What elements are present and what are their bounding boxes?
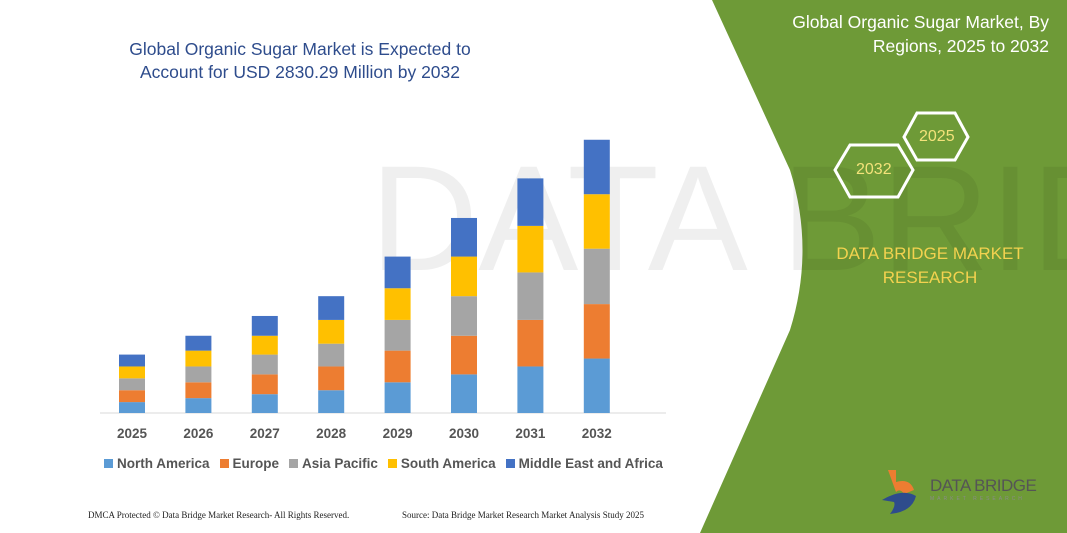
bar-segment [119,354,145,367]
logo-text: DATA BRIDGE [930,476,1037,495]
bar-segment [119,378,145,391]
bar-segment [318,390,345,413]
bar-segment [517,225,544,273]
bar-segment [185,350,212,367]
x-tick-label: 2027 [249,426,280,441]
hex-2025 [902,111,970,162]
legend: North America Europe Asia Pacific South Ame… [104,456,663,471]
watermark: DATA BRIDGE [370,134,1067,302]
bar-segment [318,366,345,391]
bar-segment [384,350,411,383]
x-tick-label: 2029 [382,426,413,441]
legend-label: Europe [232,456,280,471]
brand-text: DATA BRIDGE MARKET RESEARCH [836,244,1024,287]
x-tick-label: 2028 [316,426,347,441]
bar-segment [517,366,544,413]
bar-segment [384,382,411,413]
bar-segment [583,194,610,249]
copyright: DMCA Protected © Data Bridge Market Rese… [88,510,350,520]
legend-item: South America [387,456,496,471]
bar-segment [251,394,278,413]
logo-icon [882,470,916,514]
bar-segment [517,319,544,367]
legend-label: Middle East and Africa [518,456,663,471]
bar-segment [517,272,544,320]
logo-subtext: MARKET RESEARCH [930,496,1025,502]
bar-segment [451,296,477,336]
bar-segment [251,374,278,395]
bar-segment [583,358,610,413]
legend-swatch [387,459,397,468]
legend-label: South America [400,456,496,471]
legend-item: Middle East and Africa [505,456,663,471]
panel-title: Global Organic Sugar Market, By Regions,… [792,12,1049,56]
bar-segment [451,256,477,297]
bar-segment [583,248,610,305]
hex-label-2025: 2025 [919,128,955,145]
legend-item: Europe [219,456,280,471]
bar-segment [451,217,477,257]
bar-segment [583,304,610,359]
bar-segment [451,335,477,375]
x-tick-label: 2025 [116,426,148,441]
bar-segment [384,319,411,351]
bar-segment [517,178,544,226]
legend-label: Asia Pacific [302,456,378,471]
bar-segment [251,354,278,375]
x-tick-label: 2030 [448,426,480,441]
bar-segment [119,366,145,379]
legend-item: Asia Pacific [289,456,378,471]
bar-segment [185,335,212,351]
bar-segment [185,382,212,399]
x-tick-label: 2032 [581,426,612,441]
bar-segment [318,319,345,344]
svg-text:DATA BRIDGE: DATA BRIDGE [370,134,1067,302]
source-note: Source: Data Bridge Market Research Mark… [402,510,644,520]
bar-segment [451,374,477,413]
bar-segment [251,335,278,355]
bar-segment [119,390,145,403]
x-tick-label: 2026 [183,426,214,441]
legend-swatch [289,459,299,468]
bar-segment [384,256,411,289]
legend-swatch [219,459,229,468]
green-panel [700,0,1067,533]
chart-title: Global Organic Sugar Market is Expected … [129,39,471,82]
legend-swatch [104,459,113,468]
bar-segment [185,366,212,383]
legend-label: North America [117,456,210,471]
hex-2032 [833,143,915,199]
bar-segment [119,402,145,413]
x-tick-label: 2031 [515,426,546,441]
legend-item: North America [104,456,210,471]
legend-swatch [505,459,515,468]
bar-segment [583,139,610,195]
bar-segment [318,296,345,320]
bar-segment [384,288,411,320]
bar-segment [251,315,278,336]
bar-segment [185,398,212,413]
hex-label-2032: 2032 [856,161,892,178]
bar-segment [318,343,345,367]
